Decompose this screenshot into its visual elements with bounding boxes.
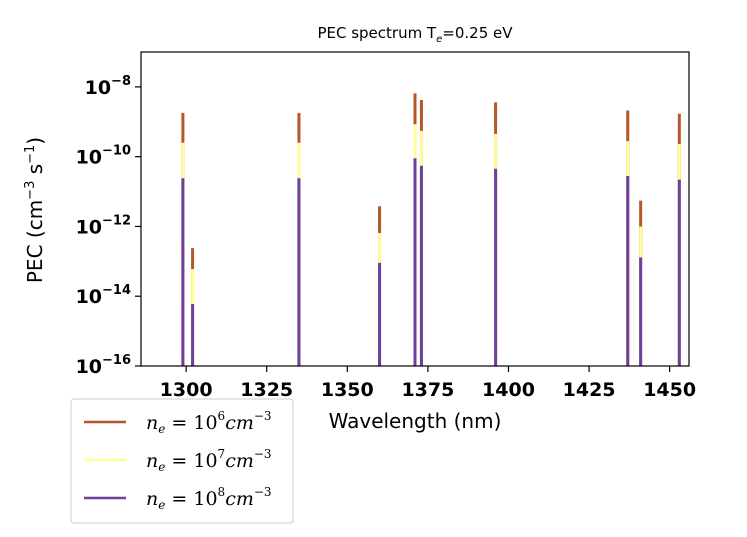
legend-subscript: e	[158, 422, 165, 436]
y-tick-base: 10	[85, 77, 111, 99]
x-axis-label: Wavelength (nm)	[329, 409, 502, 433]
legend-n: n	[146, 488, 158, 510]
y-tick-exponent: −10	[102, 144, 131, 159]
legend-frame	[70, 398, 294, 524]
legend-unit: cm	[225, 412, 254, 434]
legend-unit-exp: −3	[254, 485, 272, 499]
y-tick-base: 10	[76, 147, 102, 169]
legend-unit: cm	[225, 488, 254, 510]
legend-unit-exp: −3	[254, 409, 272, 423]
legend-n: n	[146, 450, 158, 472]
legend-n: n	[146, 412, 158, 434]
y-tick-label: 10−8	[85, 74, 131, 99]
legend-items: ne = 106cm−3ne = 107cm−3ne = 108cm−3	[84, 409, 272, 512]
y-axis-label-exp2: −1	[23, 145, 38, 164]
legend-label-2: ne = 107cm−3	[146, 447, 272, 474]
y-tick-label: 10−14	[76, 283, 131, 308]
x-tick-label: 1325	[240, 379, 293, 401]
y-axis-label-mid: s	[23, 164, 47, 181]
y-tick-label: 10−12	[76, 213, 131, 238]
legend-subscript: e	[158, 498, 165, 512]
chart-title: PEC spectrum Te=0.25 eV	[317, 24, 513, 45]
legend-subscript: e	[158, 460, 165, 474]
bars-layer	[181, 93, 681, 366]
y-tick-base: 10	[76, 286, 102, 308]
legend-unit-exp: −3	[254, 447, 272, 461]
x-tick-label: 1400	[482, 379, 535, 401]
legend-unit: cm	[225, 450, 254, 472]
chart-title-subscript: e	[436, 34, 442, 45]
y-tick-exponent: −8	[111, 74, 131, 89]
y-tick-exponent: −14	[102, 283, 131, 298]
x-tick-label: 1425	[563, 379, 616, 401]
y-tick-label: 10−10	[76, 144, 131, 169]
y-tick-base: 10	[76, 216, 102, 238]
y-tick-exponent: −12	[102, 213, 131, 228]
chart-title-main: PEC spectrum T	[317, 24, 437, 42]
legend-label-3: ne = 108cm−3	[146, 485, 272, 512]
legend: ne = 106cm−3ne = 107cm−3ne = 108cm−3	[70, 398, 294, 524]
y-axis-label-end: )	[23, 137, 47, 145]
y-axis-label-exp1: −3	[23, 181, 38, 200]
legend-exp: 6	[218, 409, 226, 423]
legend-label-1: ne = 106cm−3	[146, 409, 272, 436]
y-axis-label: PEC (cm−3 s−1)	[23, 137, 47, 283]
x-tick-label: 1450	[643, 379, 696, 401]
legend-exp: 7	[218, 447, 226, 461]
y-axis-label-main: PEC (cm	[23, 200, 47, 283]
legend-exp: 8	[218, 485, 226, 499]
y-tick-exponent: −16	[102, 353, 131, 368]
y-tick-base: 10	[76, 356, 102, 378]
plot-area-frame	[140, 51, 690, 367]
x-tick-label: 1300	[160, 379, 213, 401]
legend-eq: = 10	[165, 412, 217, 434]
chart-title-rest: =0.25 eV	[442, 24, 513, 42]
x-tick-label: 1350	[321, 379, 374, 401]
legend-eq: = 10	[165, 450, 217, 472]
y-tick-label: 10−16	[76, 353, 131, 378]
x-tick-label: 1375	[401, 379, 454, 401]
legend-eq: = 10	[165, 488, 217, 510]
x-axis-ticks: 1300 1325 1350 1375 1400 1425 1450	[160, 366, 696, 401]
